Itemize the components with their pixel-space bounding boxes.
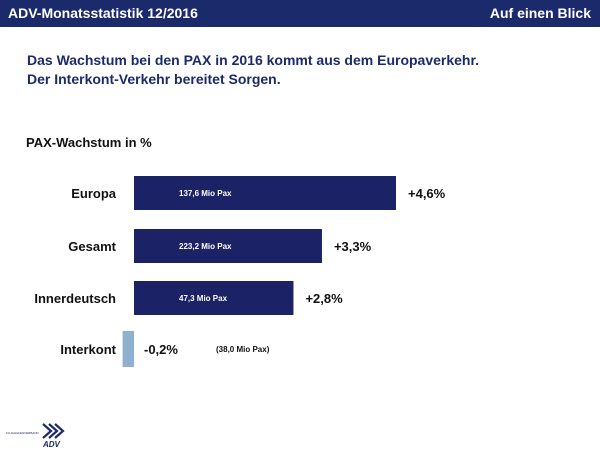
value-label-gesamt: +3,3% [334, 239, 372, 254]
header-bar: ADV-Monatsstatistik 12/2016 Auf einen Bl… [0, 0, 600, 27]
bar-label-interkont: (38,0 Mio Pax) [216, 345, 270, 354]
report-title: ADV-Monatsstatistik 12/2016 [8, 5, 198, 21]
logo-text: ADV [42, 440, 61, 448]
category-label-innerdeutsch: Innerdeutsch [34, 291, 116, 306]
category-label-gesamt: Gesamt [68, 239, 116, 254]
adv-logo: FLUGHAFENVERBAND ADV [6, 423, 65, 448]
value-label-europa: +4,6% [408, 186, 446, 201]
value-label-interkont: -0,2% [144, 342, 178, 357]
category-label-europa: Europa [71, 186, 117, 201]
adv-chevron-icon [42, 423, 65, 439]
bar-interkont [122, 331, 134, 367]
headline-line-2: Der Interkont-Verkehr bereitet Sorgen. [27, 71, 281, 87]
bar-europa [134, 176, 396, 210]
value-label-innerdeutsch: +2,8% [305, 291, 343, 306]
category-label-interkont: Interkont [60, 342, 116, 357]
chart-title: PAX-Wachstum in % [26, 135, 152, 150]
logo-small-text: FLUGHAFENVERBAND [6, 431, 40, 435]
headline-line-1: Das Wachstum bei den PAX in 2016 kommt a… [27, 52, 480, 68]
section-label: Auf einen Blick [489, 5, 591, 21]
bar-label-gesamt: 223,2 Mio Pax [179, 242, 232, 251]
bar-label-innerdeutsch: 47,3 Mio Pax [179, 294, 228, 303]
bar-innerdeutsch [134, 281, 294, 315]
bar-gesamt [134, 229, 322, 263]
headline: Das Wachstum bei den PAX in 2016 kommt a… [27, 51, 587, 89]
bar-label-europa: 137,6 Mio Pax [179, 189, 232, 198]
